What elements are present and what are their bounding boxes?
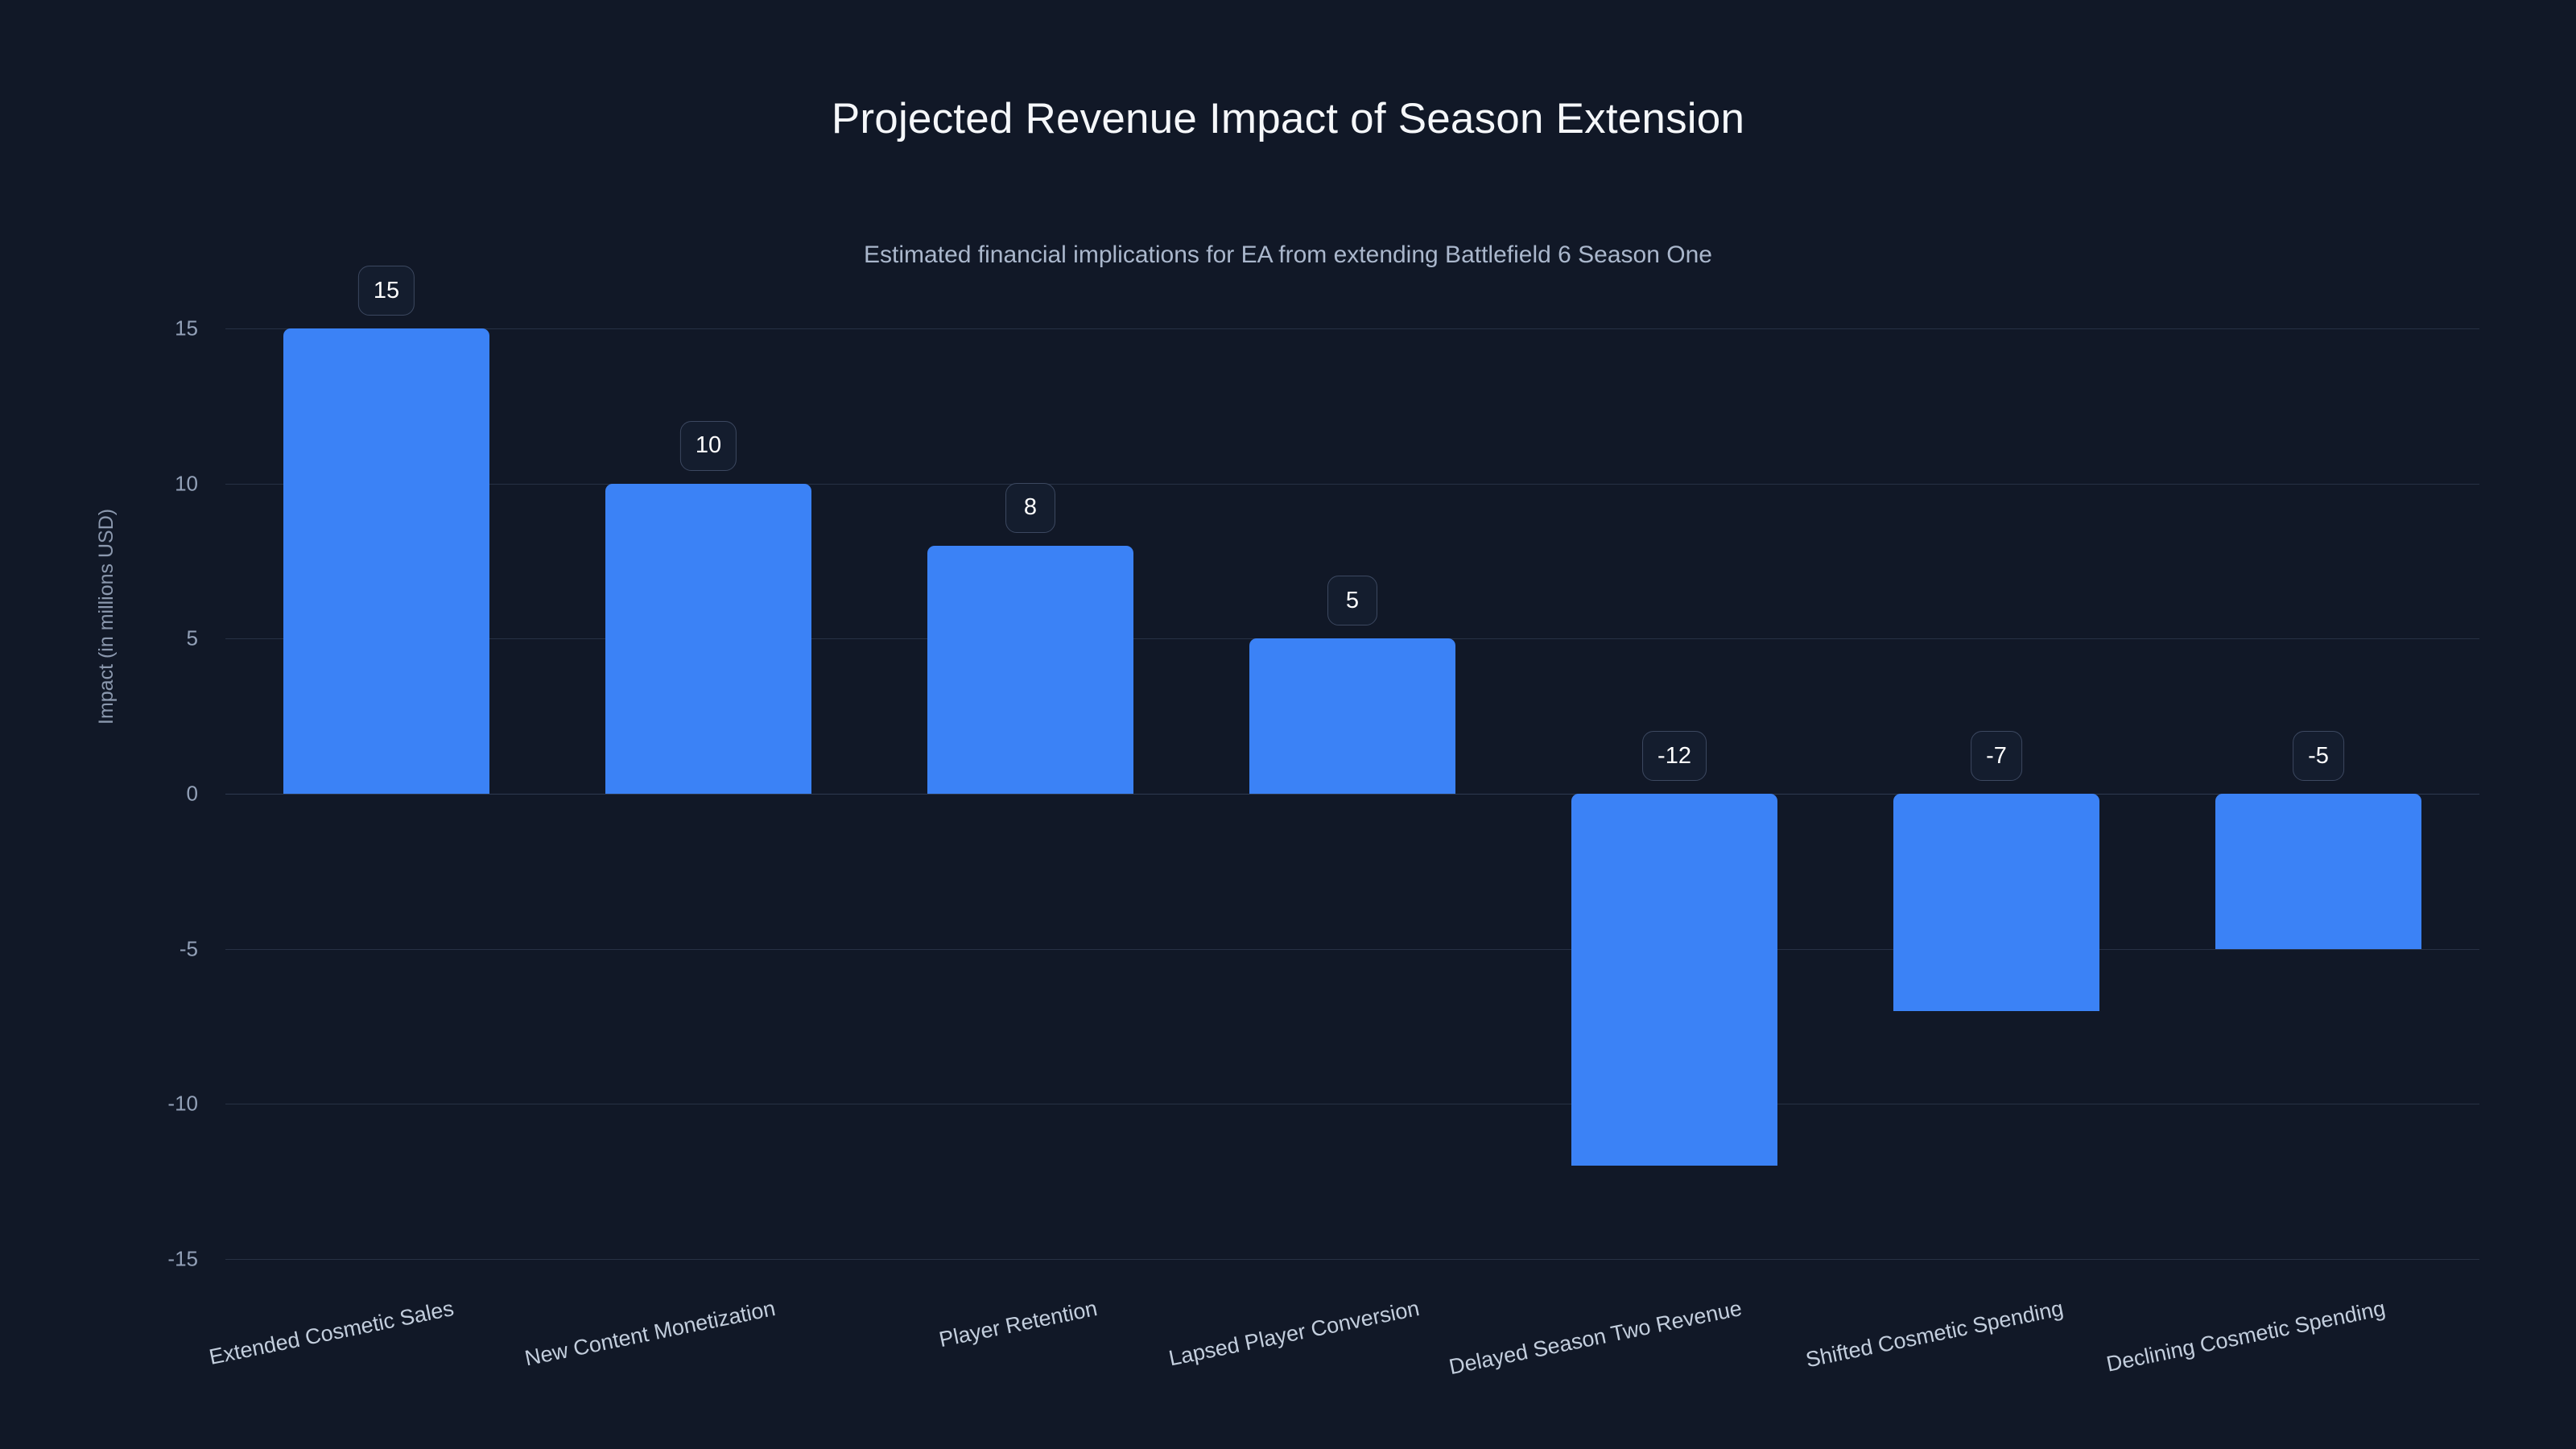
bar[interactable]	[1893, 794, 2099, 1011]
gridline	[225, 328, 2479, 329]
x-axis-category-label: Declining Cosmetic Spending	[2104, 1296, 2388, 1377]
y-axis-label: Impact (in millions USD)	[95, 508, 118, 724]
x-axis-category-label: Delayed Season Two Revenue	[1447, 1296, 1744, 1380]
bar-value-label: 10	[679, 420, 737, 471]
y-axis-tick-label: 15	[175, 316, 198, 341]
plot-area: 15 10 8 5 -12 -7 -5	[225, 266, 2479, 1260]
y-axis-tick-label: 0	[186, 781, 198, 806]
y-axis-tick-label: -15	[167, 1246, 198, 1271]
bar[interactable]	[927, 545, 1133, 794]
gridline	[225, 483, 2479, 485]
bar[interactable]	[1571, 794, 1777, 1166]
bar-value-label: -7	[1971, 731, 2022, 781]
x-axis-category-label: Player Retention	[937, 1296, 1100, 1352]
x-axis-category-label: Lapsed Player Conversion	[1166, 1296, 1422, 1371]
bar[interactable]	[605, 483, 811, 794]
y-axis-tick-label: 5	[186, 625, 198, 650]
bar-value-label: -12	[1642, 731, 1707, 781]
y-axis-tick-label: 10	[175, 471, 198, 496]
y-axis-tick-label: -10	[167, 1091, 198, 1116]
gridline	[225, 794, 2479, 795]
gridline	[225, 948, 2479, 950]
bar-value-label: 5	[1327, 576, 1377, 626]
bar-value-label: -5	[2293, 731, 2344, 781]
bar[interactable]	[283, 328, 489, 794]
bar[interactable]	[1249, 638, 1455, 794]
y-axis-tick-label: -5	[179, 936, 198, 961]
x-axis-category-label: New Content Monetization	[522, 1296, 778, 1371]
bar-value-label: 15	[357, 266, 415, 316]
gridline	[225, 1259, 2479, 1260]
bar[interactable]	[2215, 794, 2421, 949]
bar-value-label: 8	[1005, 482, 1055, 533]
chart-title: Projected Revenue Impact of Season Exten…	[831, 95, 1745, 142]
x-axis-category-label: Extended Cosmetic Sales	[207, 1296, 456, 1370]
x-axis-category-label: Shifted Cosmetic Spending	[1803, 1296, 2066, 1373]
chart-subtitle: Estimated financial implications for EA …	[864, 242, 1712, 268]
